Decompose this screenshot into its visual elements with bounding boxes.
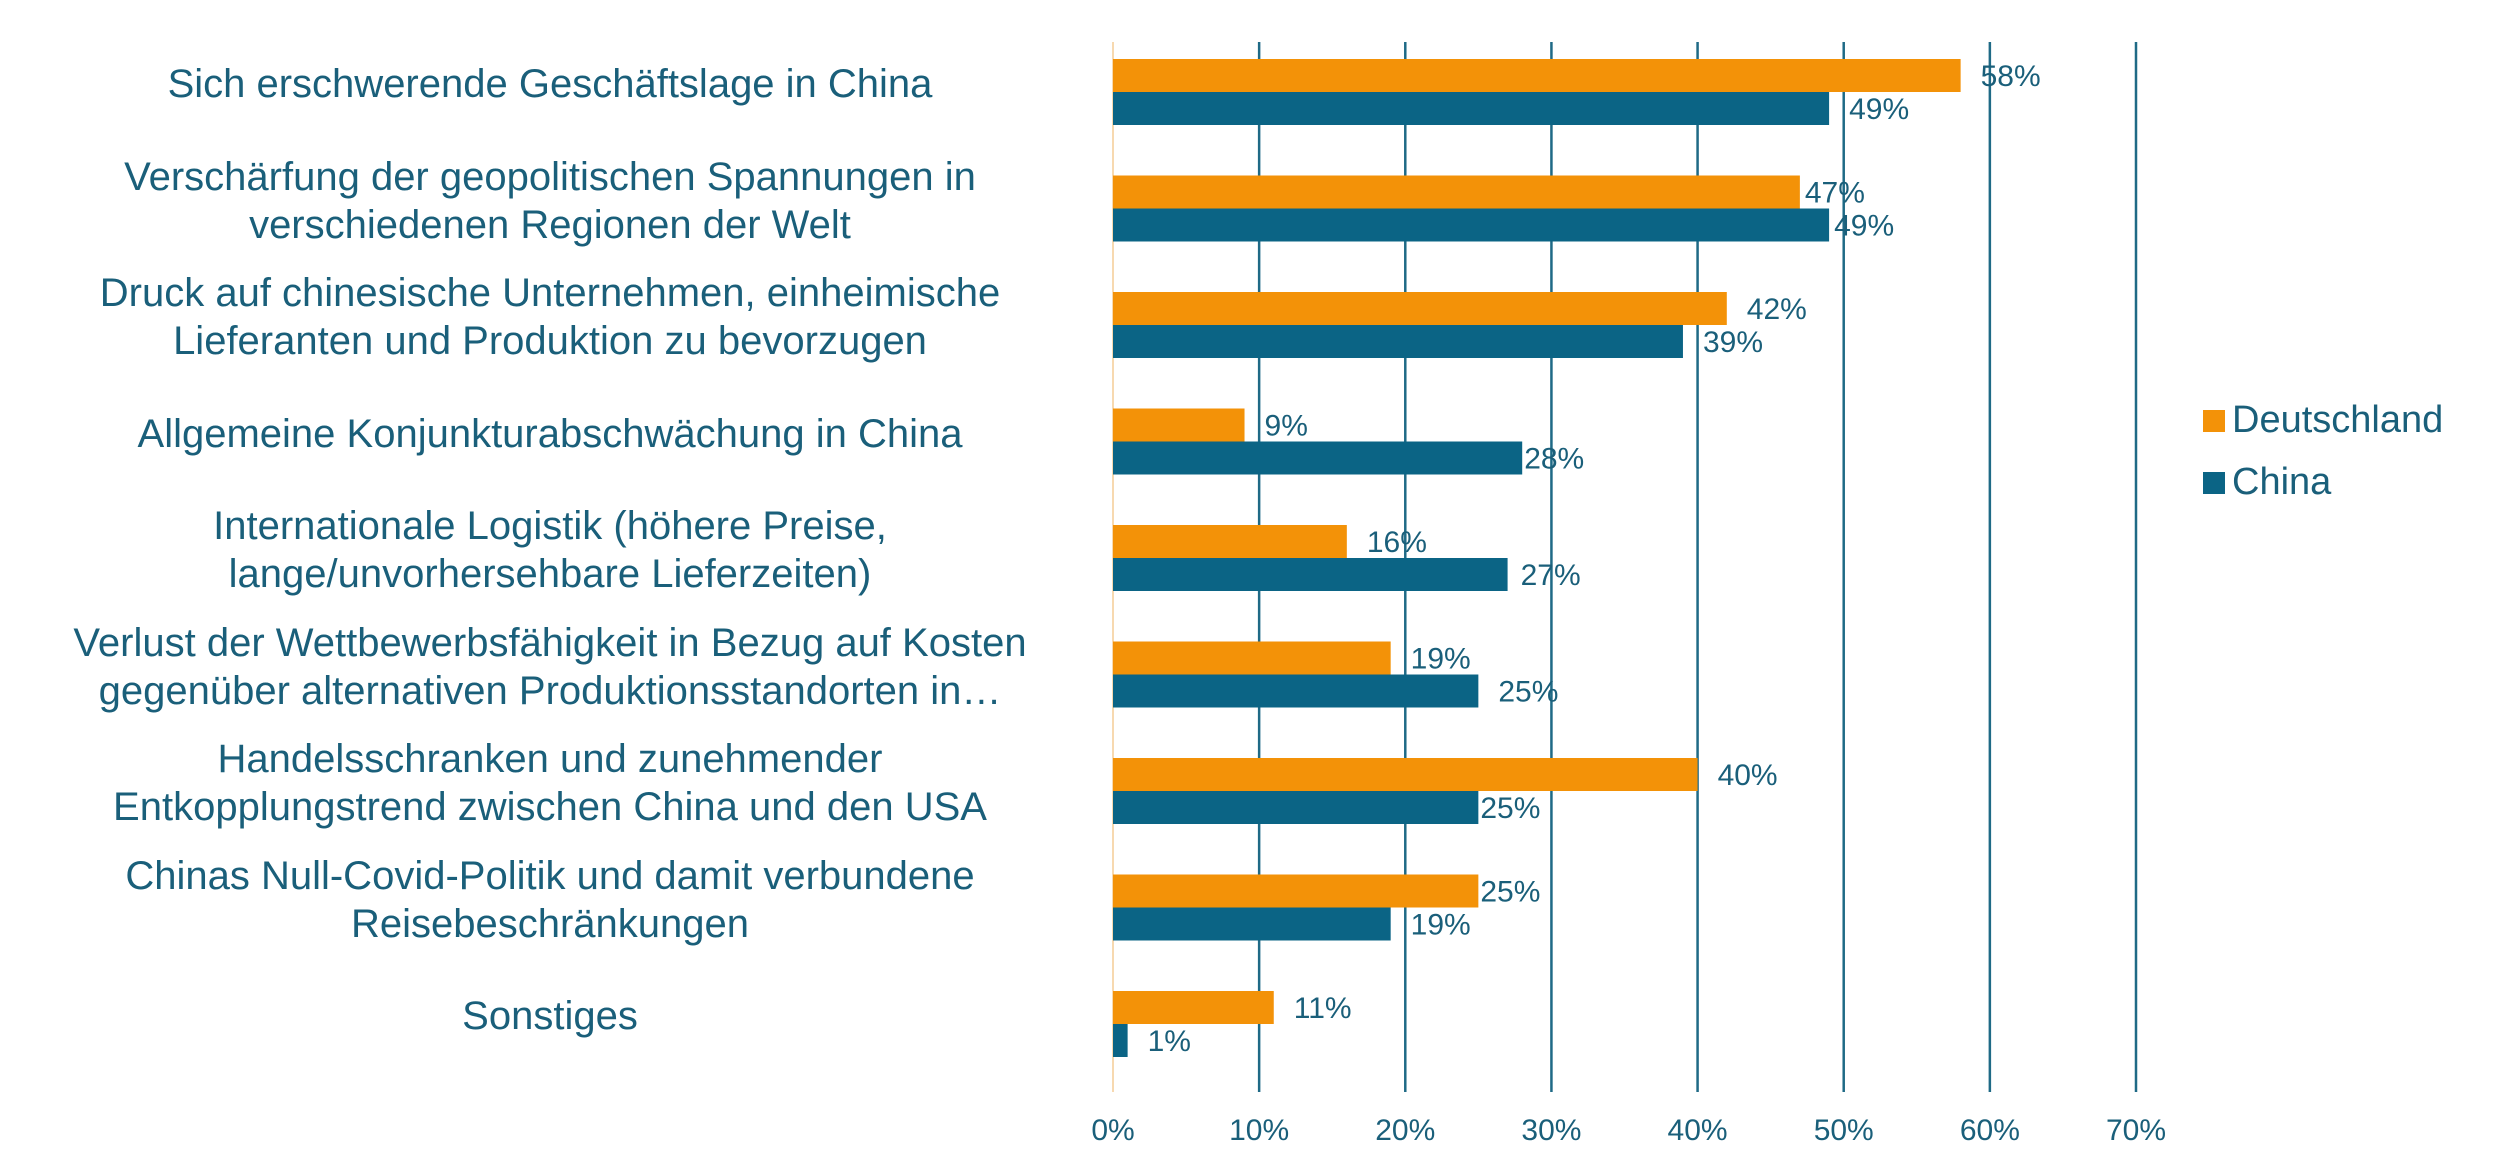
- category-label-line: Chinas Null-Covid-Politik und damit verb…: [125, 853, 975, 898]
- bar-china: [1113, 208, 1830, 242]
- category-label-line: Entkopplungstrend zwischen China und den…: [113, 785, 987, 829]
- category-label: Sich erschwerende Geschäftslage in China: [0, 60, 1100, 108]
- category-label-line: Reisebeschränkungen: [350, 901, 750, 946]
- category-label-line: lange/unvorhersehbare Lieferzeiten): [228, 552, 872, 596]
- bar-deutschland: [1113, 991, 1274, 1024]
- data-label: 16%: [1367, 526, 1427, 559]
- x-tick-label: 40%: [1668, 1114, 1728, 1147]
- category-label-line: Sonstiges: [462, 994, 638, 1038]
- data-label: 27%: [1521, 559, 1581, 592]
- category-label-line: Handelsschranken und zunehmender: [217, 737, 883, 781]
- bar-china: [1113, 1024, 1128, 1057]
- x-tick-label: 10%: [1229, 1114, 1289, 1147]
- bar-deutschland: [1113, 59, 1961, 92]
- data-label: 25%: [1498, 676, 1558, 709]
- x-tick-label: 50%: [1814, 1114, 1874, 1147]
- data-label: 39%: [1703, 326, 1763, 359]
- data-label: 58%: [1981, 60, 2041, 93]
- category-label: Allgemeine Konjunkturabschwächung in Chi…: [0, 410, 1100, 458]
- bar-china: [1113, 791, 1479, 824]
- x-tick-label: 70%: [2106, 1114, 2166, 1147]
- bar-deutschland: [1113, 175, 1800, 209]
- category-label: Internationale Logistik (höhere Preise, l…: [0, 502, 1100, 598]
- bar-deutschland: [1113, 525, 1347, 558]
- data-label: 49%: [1834, 210, 1894, 243]
- bar-deutschland: [1113, 758, 1698, 791]
- bar-deutschland: [1113, 641, 1391, 675]
- data-label: 19%: [1411, 909, 1471, 942]
- data-label: 25%: [1480, 876, 1540, 909]
- category-label: Verschärfung der geopolitischen Spannung…: [0, 153, 1100, 249]
- x-tick-label: 30%: [1521, 1114, 1581, 1147]
- category-label-line: Sich erschwerende Geschäftslage in China: [167, 62, 933, 106]
- data-label: 9%: [1265, 410, 1308, 443]
- category-label: Verlust der Wettbewerbsfähigkeit in Bezu…: [0, 619, 1100, 715]
- bar-china: [1113, 92, 1830, 125]
- data-label: 19%: [1411, 643, 1471, 676]
- category-label-line: Internationale Logistik (höhere Preise,: [213, 504, 887, 548]
- legend-swatch-deutschland: [2203, 410, 2225, 432]
- category-label-line: gegenüber alternativen Produktionsstando…: [98, 668, 1002, 713]
- category-label: Chinas Null-Covid-Politik und damit verb…: [0, 852, 1100, 948]
- data-label: 40%: [1718, 759, 1778, 792]
- category-label: Handelsschranken und zunehmender Entkoppl…: [0, 735, 1100, 831]
- data-label: 1%: [1148, 1025, 1191, 1058]
- data-label: 47%: [1805, 177, 1865, 210]
- category-label-line: Allgemeine Konjunkturabschwächung in Chi…: [137, 411, 963, 456]
- x-tick-label: 20%: [1375, 1114, 1435, 1147]
- category-label-line: Verlust der Wettbewerbsfähigkeit in Bezu…: [73, 620, 1027, 665]
- bar-china: [1113, 441, 1523, 475]
- bar-deutschland: [1113, 292, 1727, 325]
- legend-label-china: China: [2232, 461, 2332, 503]
- bar-china: [1113, 325, 1683, 358]
- x-tick-label: 60%: [1960, 1114, 2020, 1147]
- data-label: 28%: [1524, 443, 1584, 476]
- bar-china: [1113, 558, 1508, 591]
- data-label: 11%: [1294, 992, 1352, 1025]
- category-label-line: verschiedenen Regionen der Welt: [249, 202, 851, 247]
- category-label: Sonstiges: [0, 992, 1100, 1040]
- x-tick-label: 0%: [1091, 1114, 1134, 1147]
- bar-deutschland: [1113, 408, 1245, 442]
- data-label: 49%: [1849, 93, 1909, 126]
- legend-swatch-china: [2203, 472, 2225, 494]
- data-label: 42%: [1747, 293, 1807, 326]
- category-label-line: Verschärfung der geopolitischen Spannung…: [124, 154, 976, 199]
- bar-china: [1113, 674, 1479, 708]
- category-label-line: Lieferanten und Produktion zu bevorzugen: [173, 319, 927, 363]
- bar-china: [1113, 907, 1391, 941]
- legend-label-deutschland: Deutschland: [2232, 399, 2443, 441]
- bar-deutschland: [1113, 874, 1479, 908]
- category-label-line: Druck auf chinesische Unternehmen, einhe…: [99, 271, 1001, 315]
- category-label: Druck auf chinesische Unternehmen, einhe…: [0, 269, 1100, 365]
- data-label: 25%: [1480, 792, 1540, 825]
